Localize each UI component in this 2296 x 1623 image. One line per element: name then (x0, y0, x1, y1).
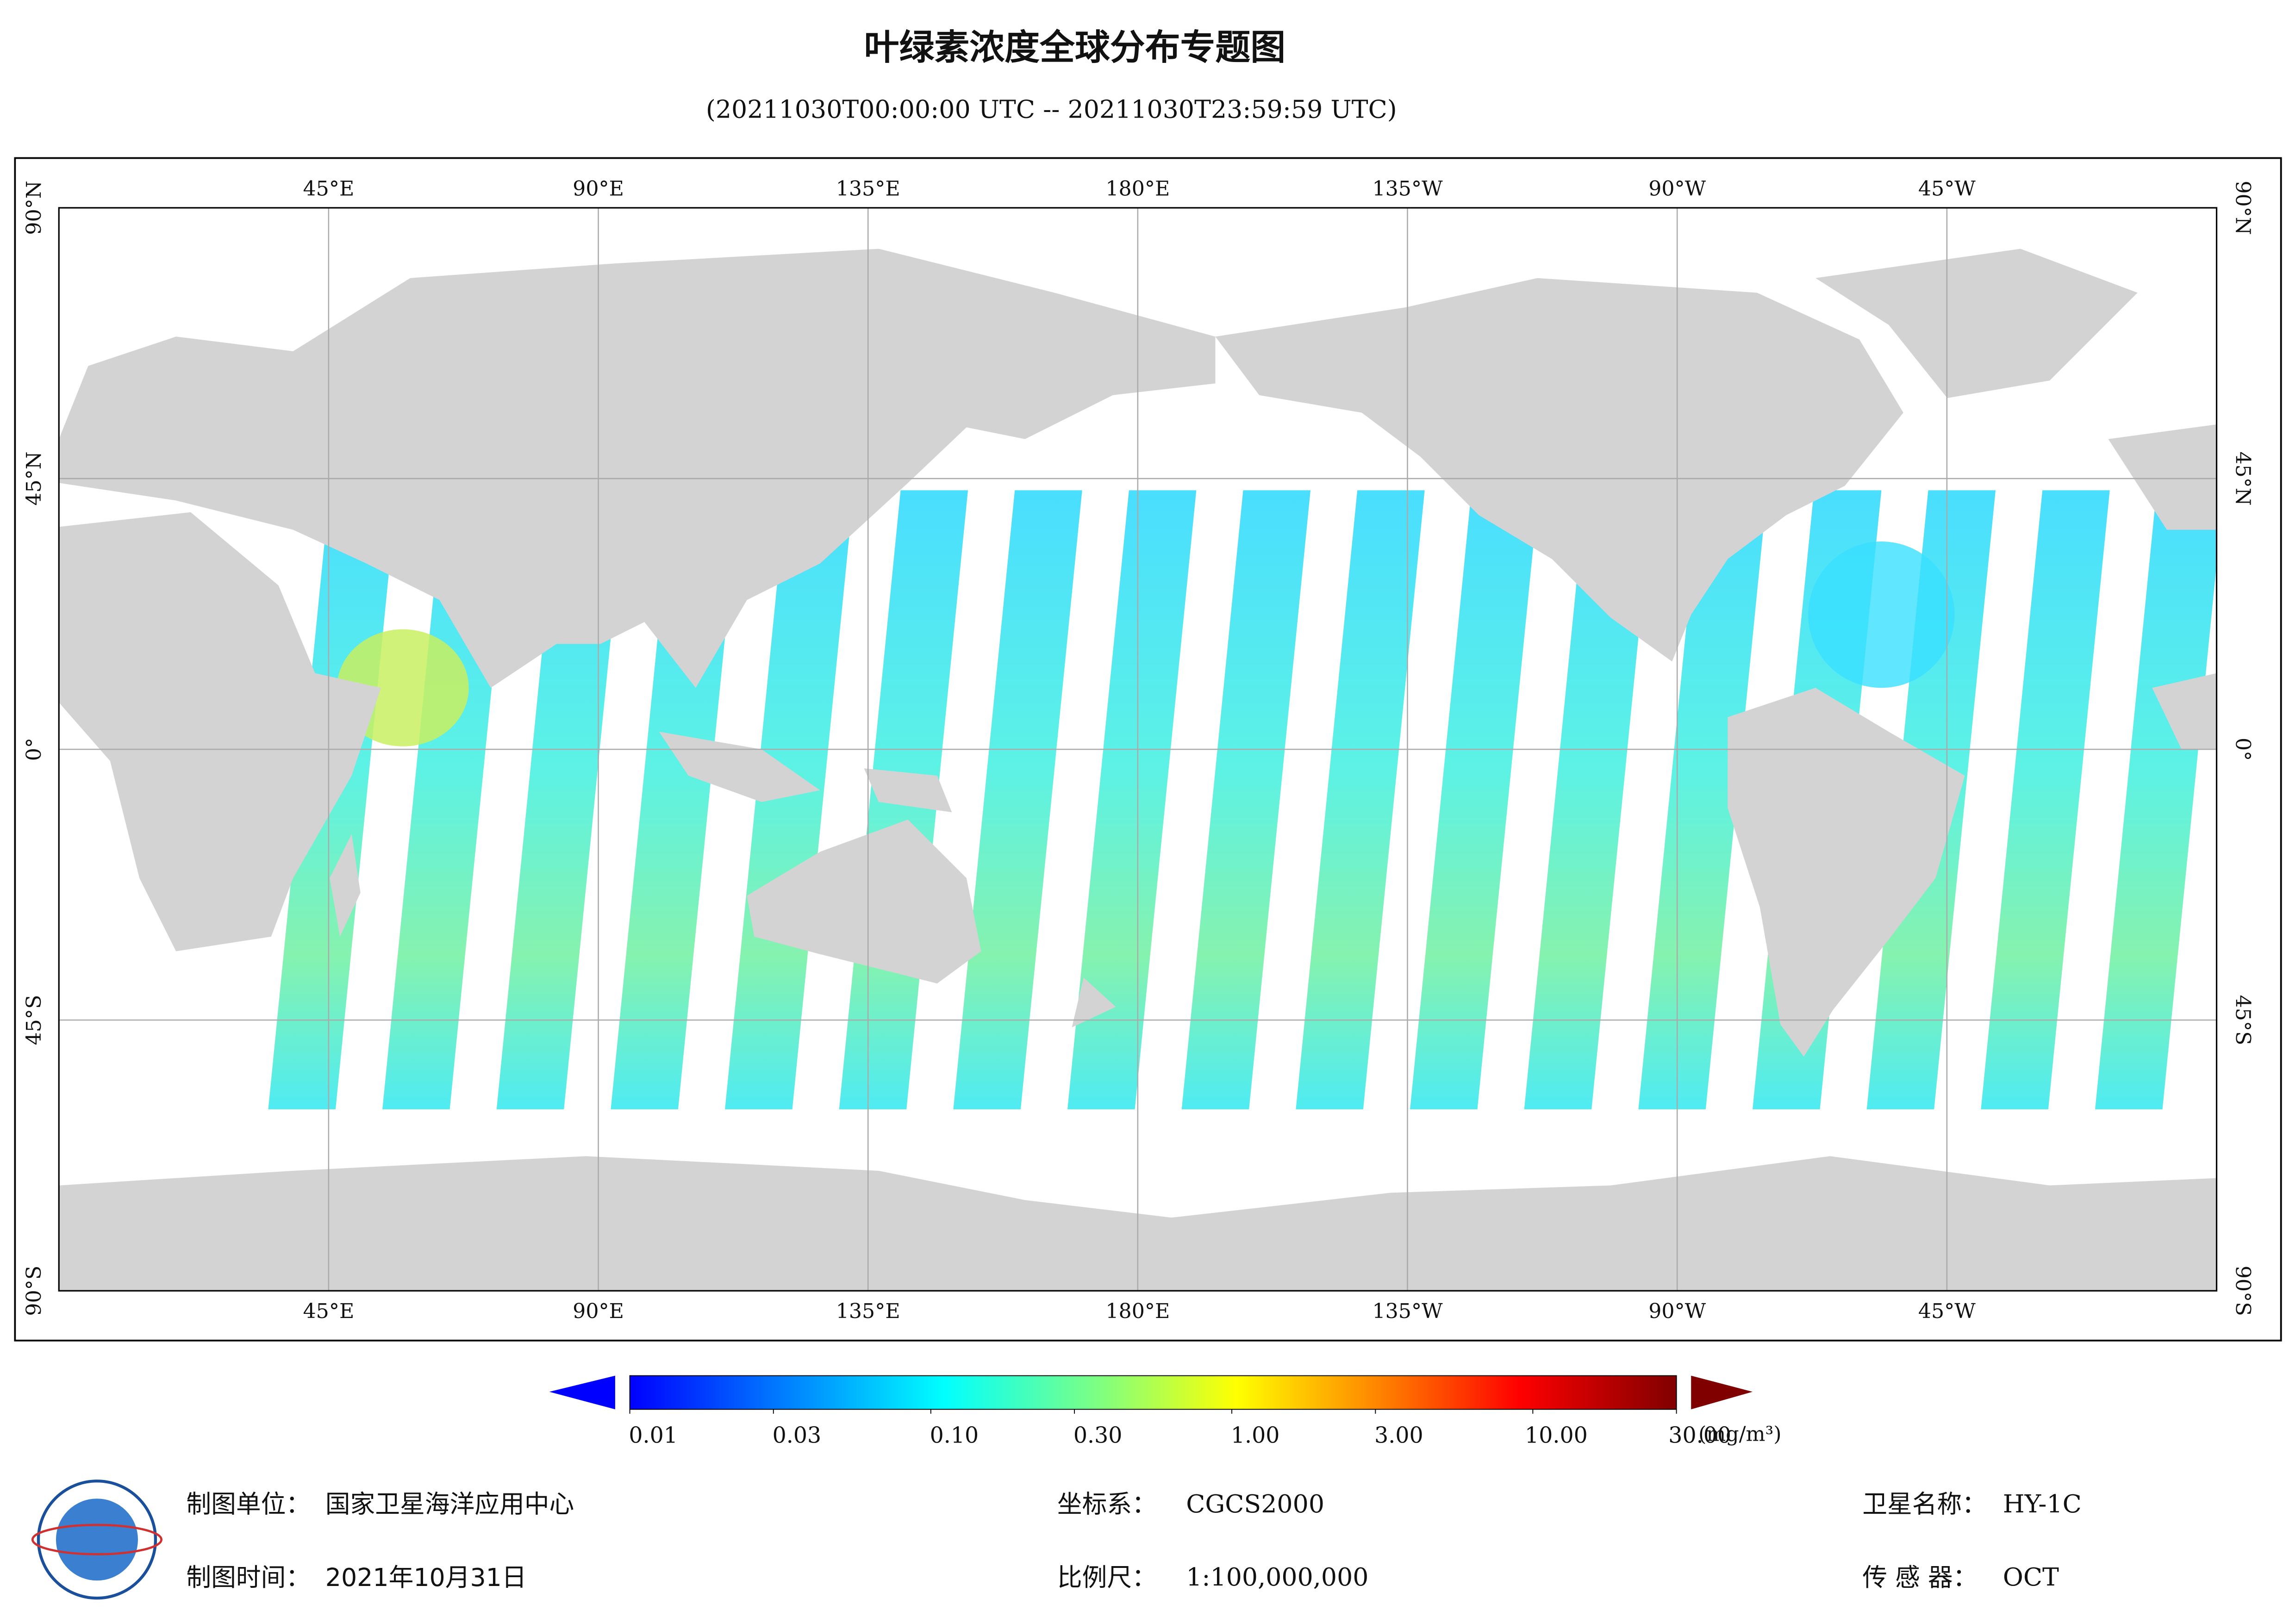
lat-label-right: 90°S (2231, 1266, 2255, 1316)
lat-label-left: 45°N (22, 451, 46, 505)
footer-label: 坐标系： (1057, 1490, 1157, 1519)
swath (1067, 490, 1197, 1110)
footer-value: 1:100,000,000 (1186, 1562, 1368, 1592)
map-area (59, 208, 2217, 1291)
lon-label-bottom: 135°E (836, 1300, 900, 1323)
lon-label-bottom: 180°E (1105, 1300, 1170, 1323)
lon-label-top: 45°E (303, 177, 355, 201)
lon-label-bottom: 90°E (573, 1300, 624, 1323)
south-america (1728, 688, 1965, 1057)
lat-label-left: 90°N (22, 180, 46, 235)
colorbar-tick-label: 10.00 (1525, 1423, 1588, 1448)
colorbar-tick-label: 30.00 (1668, 1423, 1731, 1448)
swath (496, 490, 626, 1110)
footer-value: OCT (2003, 1562, 2059, 1592)
lon-label-top: 45°W (1918, 177, 1976, 201)
logo-globe (56, 1499, 138, 1581)
lat-label-right: 90°N (2231, 180, 2255, 235)
africa-west (2152, 673, 2217, 750)
lon-label-bottom: 45°W (1918, 1300, 1976, 1323)
swath (2095, 490, 2217, 1110)
swath (725, 490, 854, 1110)
lat-label-right: 45°S (2231, 995, 2255, 1045)
swath (1981, 490, 2110, 1110)
madagascar (330, 834, 361, 937)
lat-label-right: 45°N (2231, 451, 2255, 505)
australia (747, 819, 981, 984)
colorbar-ramp (629, 1375, 1677, 1410)
europe-west (2108, 424, 2217, 530)
north-america (1215, 278, 1903, 662)
footer-label: 比例尺： (1057, 1563, 1157, 1592)
footer-value: 国家卫星海洋应用中心 (325, 1490, 574, 1519)
eurasia (59, 249, 1216, 688)
subtitle: (20211030T00:00:00 UTC -- 20211030T23:59… (706, 94, 1397, 124)
colorbar-tick-label: 0.01 (629, 1423, 678, 1448)
swath (1296, 490, 1425, 1110)
logo (31, 1480, 162, 1600)
footer-label: 制图单位： (186, 1490, 311, 1519)
swath (1410, 490, 1539, 1110)
footer-label: 传 感 器： (1862, 1563, 1978, 1592)
footer-value: 2021年10月31日 (325, 1563, 527, 1592)
data-patch (1808, 541, 1955, 688)
title: 叶绿素浓度全球分布专题图 (864, 27, 1286, 68)
swath (1524, 490, 1653, 1110)
swath (1181, 490, 1311, 1110)
africa (59, 512, 381, 951)
greenland (1816, 249, 2138, 398)
lon-label-top: 135°E (836, 177, 900, 201)
outer-frame (14, 157, 2282, 1342)
colorbar-low-arrow (549, 1375, 615, 1410)
graticule-labels: 45°E 45°E 90°E 90°E 135°E 135°E 180°E 180°E 135°… (22, 177, 2255, 1323)
lat-label-left: 90°S (22, 1266, 46, 1316)
new-guinea (864, 768, 952, 813)
lat-label-left: 45°S (22, 995, 46, 1045)
colorbar-tick-label: 0.30 (1073, 1423, 1123, 1448)
footer-label: 卫星名称： (1862, 1490, 1987, 1519)
colorbar: (mg/m³) 0.01 0.03 0.10 0.30 1.00 3.00 10.00 30.… (549, 1375, 1782, 1448)
lon-label-top: 135°W (1372, 177, 1443, 201)
graticule (59, 208, 2217, 1291)
lon-label-bottom: 90°W (1648, 1300, 1706, 1323)
swath (1638, 490, 1767, 1110)
lon-label-top: 90°E (573, 177, 624, 201)
colorbar-tick-label: 0.10 (930, 1423, 979, 1448)
logo-orbit (31, 1524, 162, 1555)
footer-value: HY-1C (2003, 1489, 2082, 1518)
lat-label-right: 0° (2231, 738, 2255, 761)
lat-label-left: 0° (22, 738, 46, 761)
lon-label-bottom: 45°E (303, 1300, 355, 1323)
lon-label-bottom: 135°W (1372, 1300, 1443, 1323)
map-frame (58, 207, 2218, 1292)
lon-label-top: 180°E (1105, 177, 1170, 201)
footer-value: CGCS2000 (1186, 1489, 1324, 1518)
lon-label-top: 90°W (1648, 177, 1706, 201)
new-zealand (1072, 977, 1116, 1027)
colorbar-tick-label: 0.03 (773, 1423, 822, 1448)
colorbar-unit: (mg/m³) (1698, 1423, 1781, 1446)
colorbar-tick-label: 3.00 (1374, 1423, 1423, 1448)
swath (953, 490, 1082, 1110)
colorbar-tick-label: 1.00 (1231, 1423, 1280, 1448)
footer-label: 制图时间： (186, 1563, 311, 1592)
colorbar-high-arrow (1691, 1375, 1753, 1410)
